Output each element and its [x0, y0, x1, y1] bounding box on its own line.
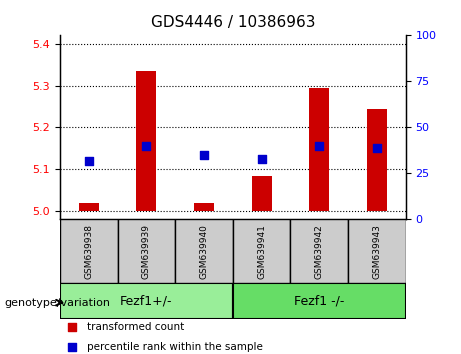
Point — [142, 143, 150, 149]
Title: GDS4446 / 10386963: GDS4446 / 10386963 — [151, 15, 315, 30]
Text: GSM639943: GSM639943 — [372, 224, 381, 279]
FancyBboxPatch shape — [60, 283, 233, 319]
FancyBboxPatch shape — [175, 219, 233, 283]
Point — [85, 158, 92, 164]
Point — [200, 152, 207, 158]
Point — [315, 143, 323, 149]
Text: GSM639939: GSM639939 — [142, 224, 151, 279]
Text: GSM639938: GSM639938 — [84, 224, 93, 279]
Text: GSM639942: GSM639942 — [315, 224, 324, 279]
FancyBboxPatch shape — [348, 219, 406, 283]
Text: Fezf1 -/-: Fezf1 -/- — [294, 295, 344, 307]
Point — [258, 156, 266, 161]
Bar — [367, 109, 387, 211]
FancyBboxPatch shape — [118, 219, 175, 283]
FancyBboxPatch shape — [233, 283, 406, 319]
Point — [373, 145, 381, 150]
Text: GSM639940: GSM639940 — [200, 224, 208, 279]
Text: GSM639941: GSM639941 — [257, 224, 266, 279]
FancyBboxPatch shape — [290, 219, 348, 283]
Bar — [136, 71, 156, 211]
Text: transformed count: transformed count — [88, 322, 184, 332]
Text: genotype/variation: genotype/variation — [5, 298, 111, 308]
FancyBboxPatch shape — [233, 219, 290, 283]
Bar — [79, 203, 99, 211]
Bar — [252, 176, 272, 211]
Text: Fezf1+/-: Fezf1+/- — [120, 295, 172, 307]
Point — [68, 344, 75, 350]
Point — [68, 325, 75, 330]
Bar — [194, 203, 214, 211]
Text: percentile rank within the sample: percentile rank within the sample — [88, 342, 263, 352]
Bar — [309, 88, 329, 211]
FancyBboxPatch shape — [60, 219, 118, 283]
